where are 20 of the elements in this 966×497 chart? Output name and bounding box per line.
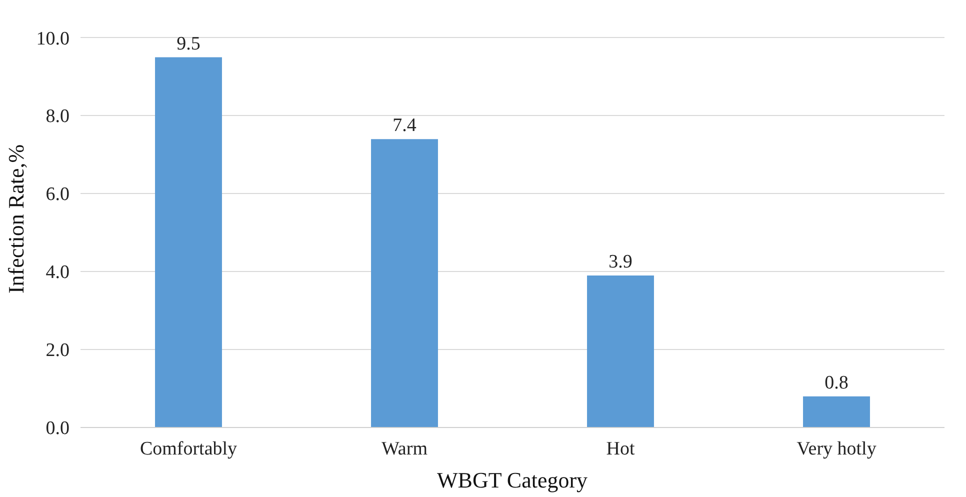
data-label: 9.5 — [176, 33, 200, 54]
data-label: 0.8 — [824, 372, 848, 394]
bar — [371, 139, 438, 428]
x-tick-label: Warm — [382, 438, 428, 460]
data-label: 7.4 — [392, 115, 417, 136]
y-tick-label: 6.0 — [46, 184, 70, 206]
bar — [155, 57, 222, 428]
y-axis-title: Infection Rate,% — [3, 144, 28, 294]
x-tick-label: Very hotly — [796, 438, 877, 460]
x-tick-label: Comfortably — [140, 438, 238, 460]
x-tick-label: Hot — [606, 438, 636, 460]
y-tick-label: 0.0 — [46, 418, 70, 439]
data-label: 3.9 — [608, 252, 632, 273]
y-tick-label: 4.0 — [46, 262, 70, 284]
bar — [587, 276, 654, 428]
y-tick-label: 10.0 — [36, 28, 70, 50]
bar — [803, 396, 870, 428]
y-tick-label: 8.0 — [46, 106, 70, 128]
x-axis-title: WBGT Category — [437, 468, 588, 492]
y-tick-label: 2.0 — [46, 340, 70, 362]
